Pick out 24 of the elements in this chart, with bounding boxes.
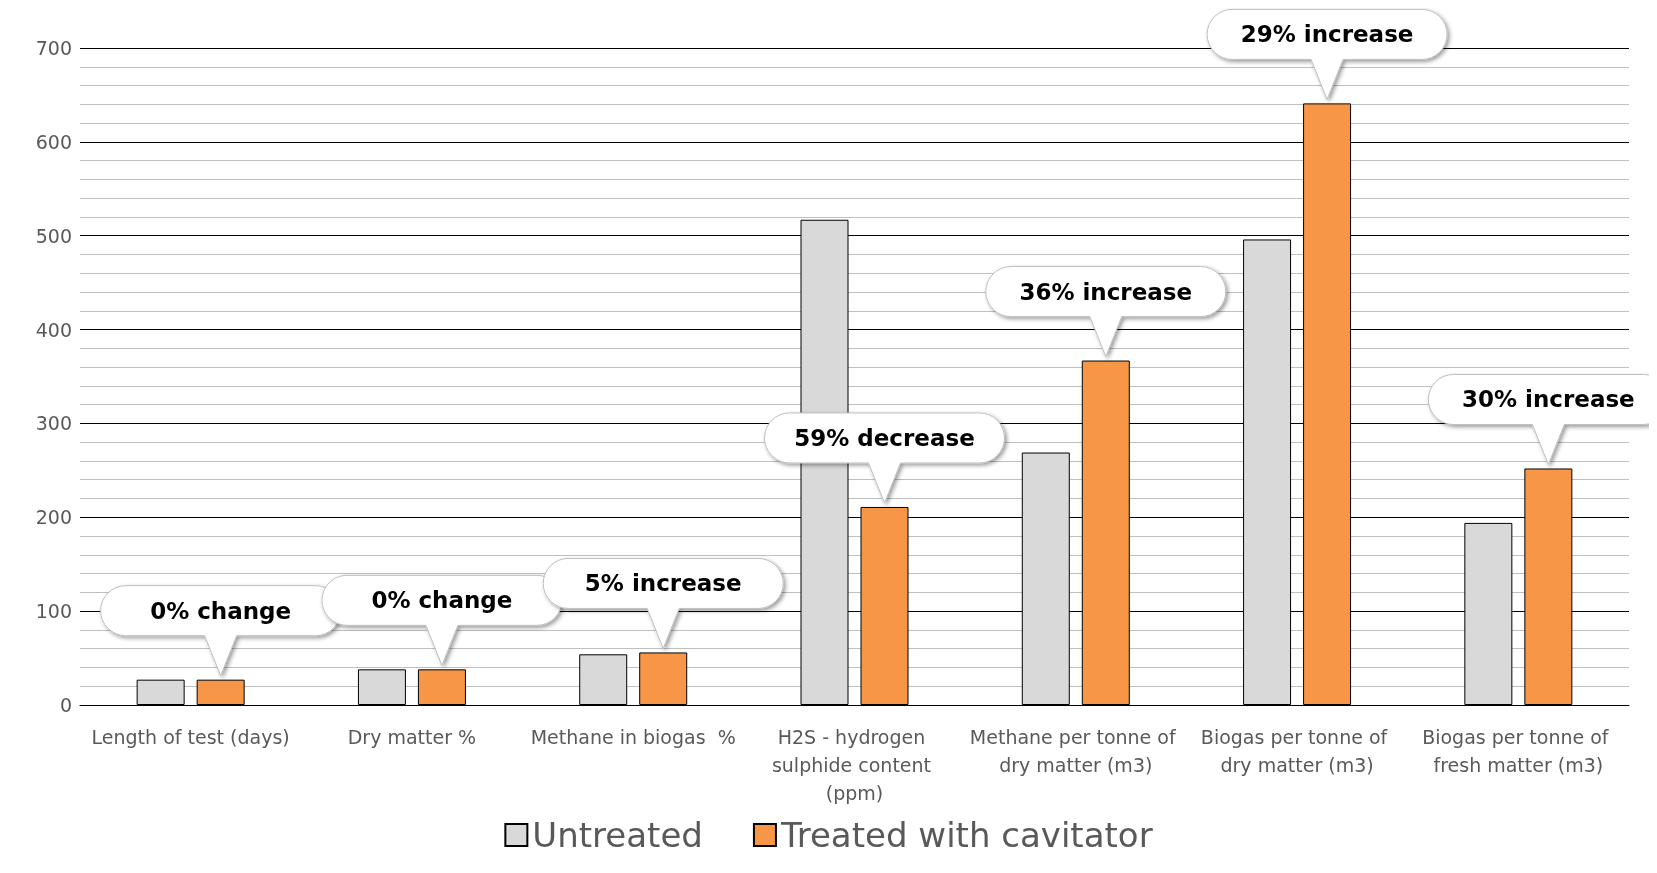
- y-tick-label: 700: [35, 37, 72, 59]
- annotation: 59% decrease: [794, 424, 975, 451]
- y-tick-label: 500: [35, 224, 72, 247]
- x-tick-label: Biogas per tonne of fresh matter (m3): [1422, 726, 1615, 776]
- legend-label: Treated with cavitator: [779, 815, 1153, 855]
- text: 29% increase: [1240, 21, 1414, 48]
- annotation: 30% increase: [1462, 386, 1635, 413]
- annotation: 5% increase: [584, 570, 742, 597]
- x-tick-label: Biogas per tonne of dry matter (m3): [1200, 726, 1394, 776]
- y-tick-label: 100: [35, 600, 72, 623]
- annotation: 0% change: [371, 587, 513, 614]
- x-tick-label: Dry matter %: [347, 726, 477, 748]
- annotation: 0% change: [150, 597, 292, 624]
- y-tick-label: 0: [59, 694, 72, 716]
- y-tick-label: 600: [35, 130, 72, 153]
- x-tick-label: H2S - hydrogen sulphide content (ppm): [771, 726, 938, 804]
- annotation: 36% increase: [1019, 278, 1193, 305]
- y-tick-label: 200: [35, 506, 72, 529]
- x-tick-label: Methane in biogas %: [530, 726, 736, 748]
- x-tick-label: Methane per tonne of dry matter (m3): [969, 726, 1182, 776]
- legend-label: Untreated: [532, 815, 703, 855]
- y-tick-label: 300: [35, 412, 72, 435]
- x-tick-label: Length of test (days): [91, 726, 290, 748]
- y-tick-label: 400: [35, 318, 72, 341]
